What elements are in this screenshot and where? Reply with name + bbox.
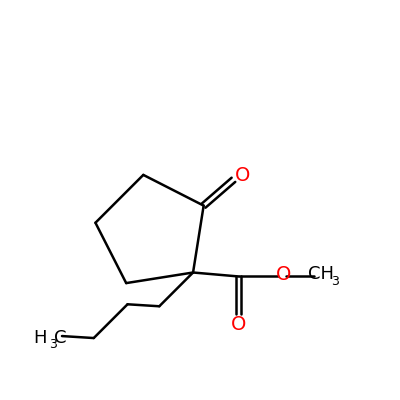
Text: 3: 3 — [331, 275, 339, 288]
Text: 3: 3 — [49, 338, 57, 350]
Text: O: O — [234, 166, 250, 184]
Text: O: O — [276, 265, 291, 284]
Text: H: H — [33, 329, 47, 347]
Text: O: O — [231, 315, 246, 334]
Text: CH: CH — [308, 266, 334, 284]
Text: C: C — [54, 329, 66, 347]
